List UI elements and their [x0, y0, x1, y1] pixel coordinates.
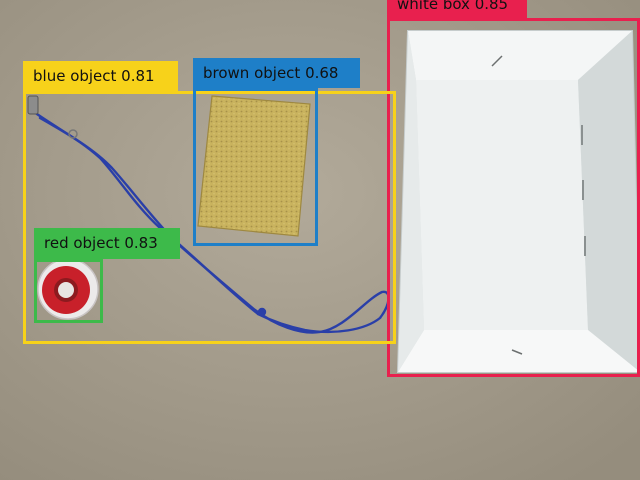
blue-object-bbox: [23, 91, 396, 344]
white-box-bbox: [387, 18, 640, 377]
brown-object-label: brown object 0.68: [193, 58, 360, 88]
red-object-label: red object 0.83: [34, 228, 180, 259]
red-tape-roll: [37, 258, 99, 320]
white-box: [396, 30, 640, 373]
brown-object-bbox: [193, 88, 318, 246]
lanyard-clip: [27, 95, 78, 139]
brown-sponge: [197, 95, 311, 237]
white-box-label: white box 0.85: [387, 0, 527, 19]
blue-object-label: blue object 0.81: [23, 61, 178, 91]
red-object-bbox: [34, 259, 103, 323]
